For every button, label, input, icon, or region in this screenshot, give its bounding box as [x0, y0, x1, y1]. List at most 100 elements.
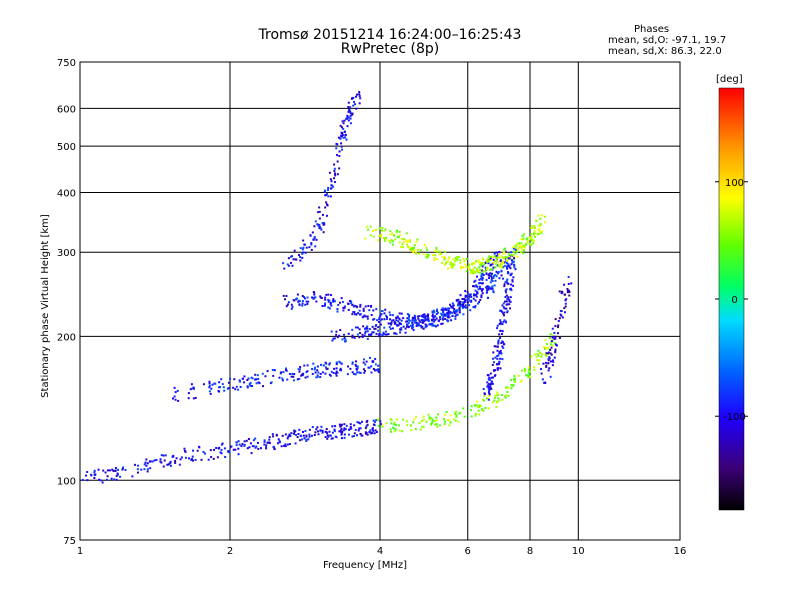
data-point [271, 369, 274, 372]
data-point [187, 392, 190, 395]
data-point [513, 375, 516, 378]
data-point [384, 236, 387, 239]
data-point [472, 297, 475, 300]
data-point [383, 318, 386, 321]
data-point [401, 430, 404, 433]
data-point [490, 380, 493, 383]
data-point [330, 294, 333, 297]
data-point [503, 283, 506, 286]
data-point [492, 289, 495, 292]
data-point [514, 248, 517, 251]
data-point [414, 321, 417, 324]
y-tick-label: 200 [57, 332, 76, 343]
data-point [497, 340, 500, 343]
data-point [509, 251, 512, 254]
data-point [356, 333, 359, 336]
data-point [447, 267, 450, 270]
data-point [474, 294, 477, 297]
data-point [407, 318, 410, 321]
data-point [390, 323, 393, 326]
data-point [283, 444, 286, 447]
data-point [221, 442, 224, 445]
data-point [443, 256, 446, 259]
data-point [497, 265, 500, 268]
data-point [373, 317, 376, 320]
data-point [502, 302, 505, 305]
data-point [447, 311, 450, 314]
data-point [282, 294, 285, 297]
data-point [502, 252, 505, 255]
data-point [527, 368, 530, 371]
data-point [315, 428, 318, 431]
data-point [310, 243, 313, 246]
data-point [414, 319, 417, 322]
data-point [352, 435, 355, 438]
data-point [486, 289, 489, 292]
data-point [362, 361, 365, 364]
data-point [343, 306, 346, 309]
data-point [436, 250, 439, 253]
data-point [324, 366, 327, 369]
data-point [520, 242, 523, 245]
data-point [395, 424, 398, 427]
data-point [401, 243, 404, 246]
data-point [498, 277, 501, 280]
data-point [396, 316, 399, 319]
data-point [336, 308, 339, 311]
data-point [364, 330, 367, 333]
data-point [349, 117, 352, 120]
data-point [334, 174, 337, 177]
data-point [192, 386, 195, 389]
data-point [448, 307, 451, 310]
data-point [374, 327, 377, 330]
data-point [566, 288, 569, 291]
data-point [548, 357, 551, 360]
data-point [316, 223, 319, 226]
data-point [532, 242, 535, 245]
data-point [506, 298, 509, 301]
data-point [564, 302, 567, 305]
data-point [285, 367, 288, 370]
data-point [482, 387, 485, 390]
data-point [358, 371, 361, 374]
data-point [427, 413, 430, 416]
data-point [523, 249, 526, 252]
data-point [115, 478, 118, 481]
data-point [389, 313, 392, 316]
data-point [208, 380, 211, 383]
data-point [481, 265, 484, 268]
data-point [487, 387, 490, 390]
data-point [306, 370, 309, 373]
data-point [547, 369, 550, 372]
data-point [268, 438, 271, 441]
data-point [563, 283, 566, 286]
data-point [423, 316, 426, 319]
data-point [401, 237, 404, 240]
data-point [452, 262, 455, 265]
data-point [395, 319, 398, 322]
data-point [346, 373, 349, 376]
data-point [508, 255, 511, 258]
data-point [465, 265, 468, 268]
data-point [347, 110, 350, 113]
data-point [324, 194, 327, 197]
data-point [359, 303, 362, 306]
data-point [347, 105, 350, 108]
data-point [450, 306, 453, 309]
data-point [369, 334, 372, 337]
data-point [467, 301, 470, 304]
data-point [328, 362, 331, 365]
y-tick-label: 300 [57, 248, 76, 259]
data-point [273, 448, 276, 451]
data-point [320, 363, 323, 366]
data-point [517, 374, 520, 377]
data-point [447, 319, 450, 322]
data-point [497, 397, 500, 400]
data-point [464, 296, 467, 299]
data-point [496, 324, 499, 327]
data-point [442, 418, 445, 421]
data-point [440, 308, 443, 311]
data-point [462, 303, 465, 306]
data-point [341, 430, 344, 433]
data-point [359, 97, 362, 100]
